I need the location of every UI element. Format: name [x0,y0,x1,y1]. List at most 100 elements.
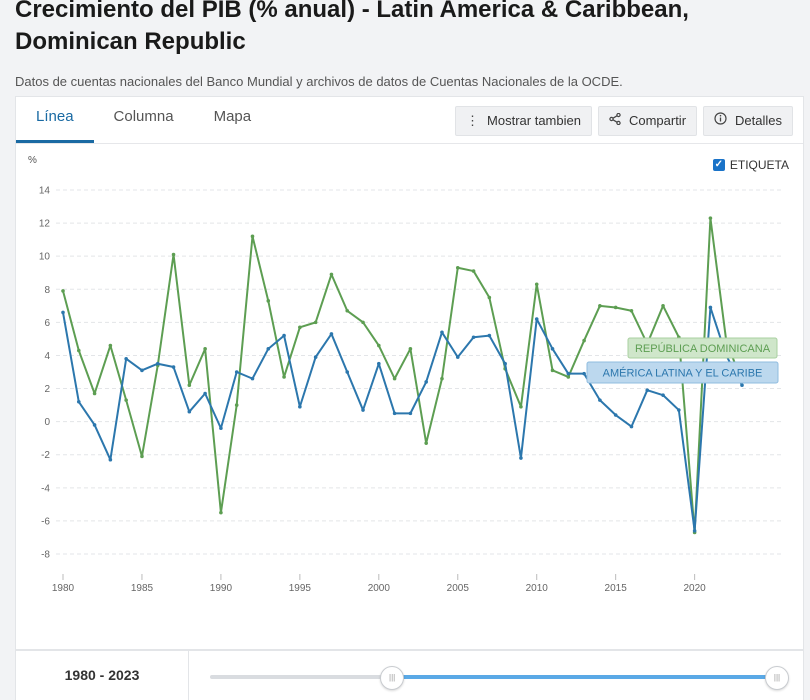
data-point-dom [440,376,444,381]
data-point-dom [582,338,586,343]
x-tick-label: 2005 [447,583,470,594]
data-point-dom [613,305,618,310]
data-point-lac [692,529,697,533]
show-also-button[interactable]: ⋮ Mostrar tambien [455,106,592,136]
data-point-dom [598,304,602,308]
data-point-dom [629,308,634,313]
data-point-lac [487,333,492,338]
data-point-dom [345,308,350,313]
page-subtitle: Datos de cuentas nacionales del Banco Mu… [15,74,623,89]
data-point-lac [329,332,334,336]
chart-panel: Línea Columna Mapa ⋮ Mostrar tambien Com… [15,96,804,650]
series-label-box-dom [627,337,778,359]
data-point-lac [61,310,65,315]
data-point-dom [187,383,192,388]
data-point-dom [424,441,428,445]
data-point-dom [61,289,65,293]
series-label-dom: REPÚBLICA DOMINICANA [635,342,771,355]
divider [16,143,803,144]
data-point-lac [424,380,428,384]
y-tick-label: -8 [41,550,50,561]
show-also-label: Mostrar tambien [487,113,581,128]
range-bar: 1980 - 2023 ||| ||| [15,650,804,700]
data-point-dom [108,343,113,348]
share-label: Compartir [628,113,687,128]
x-tick-label: 1985 [131,583,154,594]
data-point-lac [361,408,365,412]
series-label-lac: AMÉRICA LATINA Y EL CARIBE [603,367,763,380]
label-toggle-text: ETIQUETA [729,158,789,172]
data-point-dom [313,320,318,325]
data-point-dom [708,216,713,220]
data-point-lac [266,347,271,351]
range-start-handle[interactable]: ||| [380,666,405,690]
share-button[interactable]: Compartir [597,106,698,136]
year-range-label: 1980 - 2023 [16,651,189,700]
series-line-lac [62,306,743,532]
y-tick-label: 8 [44,285,50,296]
y-tick-label: 14 [39,186,51,197]
y-tick-label: 4 [44,351,50,362]
data-point-lac [345,370,350,374]
data-point-lac [219,426,223,431]
y-tick-label: 10 [39,252,51,263]
data-point-dom [550,368,555,373]
y-tick-label: 6 [44,318,50,329]
data-point-dom [124,398,128,402]
data-point-lac [582,371,586,376]
data-point-lac [598,398,602,402]
data-point-lac [155,361,160,366]
data-point-lac [392,411,397,416]
data-point-lac [566,371,571,376]
data-point-dom [471,269,476,273]
series-label-box-lac [586,361,779,384]
data-point-lac [455,355,460,359]
kebab-menu-icon: ⋮ [466,113,480,128]
tab-columna[interactable]: Columna [113,108,174,125]
x-tick-label: 1995 [289,583,312,594]
data-point-lac [377,361,381,366]
data-point-lac [534,317,539,321]
data-point-lac [677,408,681,412]
info-icon [714,106,727,136]
data-point-dom [250,234,255,239]
tab-mapa[interactable]: Mapa [213,108,252,125]
data-point-lac [76,399,81,404]
y-tick-label: 0 [44,417,50,428]
data-point-dom [298,325,302,330]
data-point-dom [519,404,523,409]
data-point-lac [313,355,318,359]
y-axis-unit: % [28,155,37,166]
label-toggle[interactable]: ✓ ETIQUETA [712,158,789,172]
data-point-dom [408,347,413,351]
data-point-lac [298,404,302,409]
data-point-dom [392,376,397,381]
data-point-dom [455,265,460,270]
data-point-dom [361,320,365,325]
page-title: Crecimiento del PIB (% anual) - Latin Am… [15,0,689,55]
data-point-lac [282,333,286,338]
data-point-dom [92,391,97,396]
x-tick-label: 1990 [210,583,233,594]
data-point-dom [219,510,223,515]
x-tick-label: 2015 [605,583,628,594]
data-point-dom [266,299,271,303]
details-button[interactable]: Detalles [703,106,793,136]
data-point-lac [471,335,476,340]
range-end-handle[interactable]: ||| [765,666,789,690]
data-point-lac [171,365,176,369]
data-point-lac [408,411,413,416]
data-point-lac [203,391,207,396]
checkbox-checked-icon[interactable]: ✓ [712,159,725,171]
data-point-lac [250,376,255,381]
line-chart: % -8 -6 -4 -2 0 2 4 6 8 10 12 14 1980 1985 1990 1995 2000… [28,155,782,594]
tab-linea[interactable]: Línea [16,97,94,143]
data-point-dom [76,348,81,353]
data-point-lac [108,457,113,462]
data-point-lac [613,413,618,417]
y-tick-label: -2 [41,450,50,461]
data-point-lac [645,388,650,393]
range-track-fill [391,675,776,679]
x-tick-label: 2010 [526,583,549,594]
x-tick-label: 1980 [52,583,75,594]
